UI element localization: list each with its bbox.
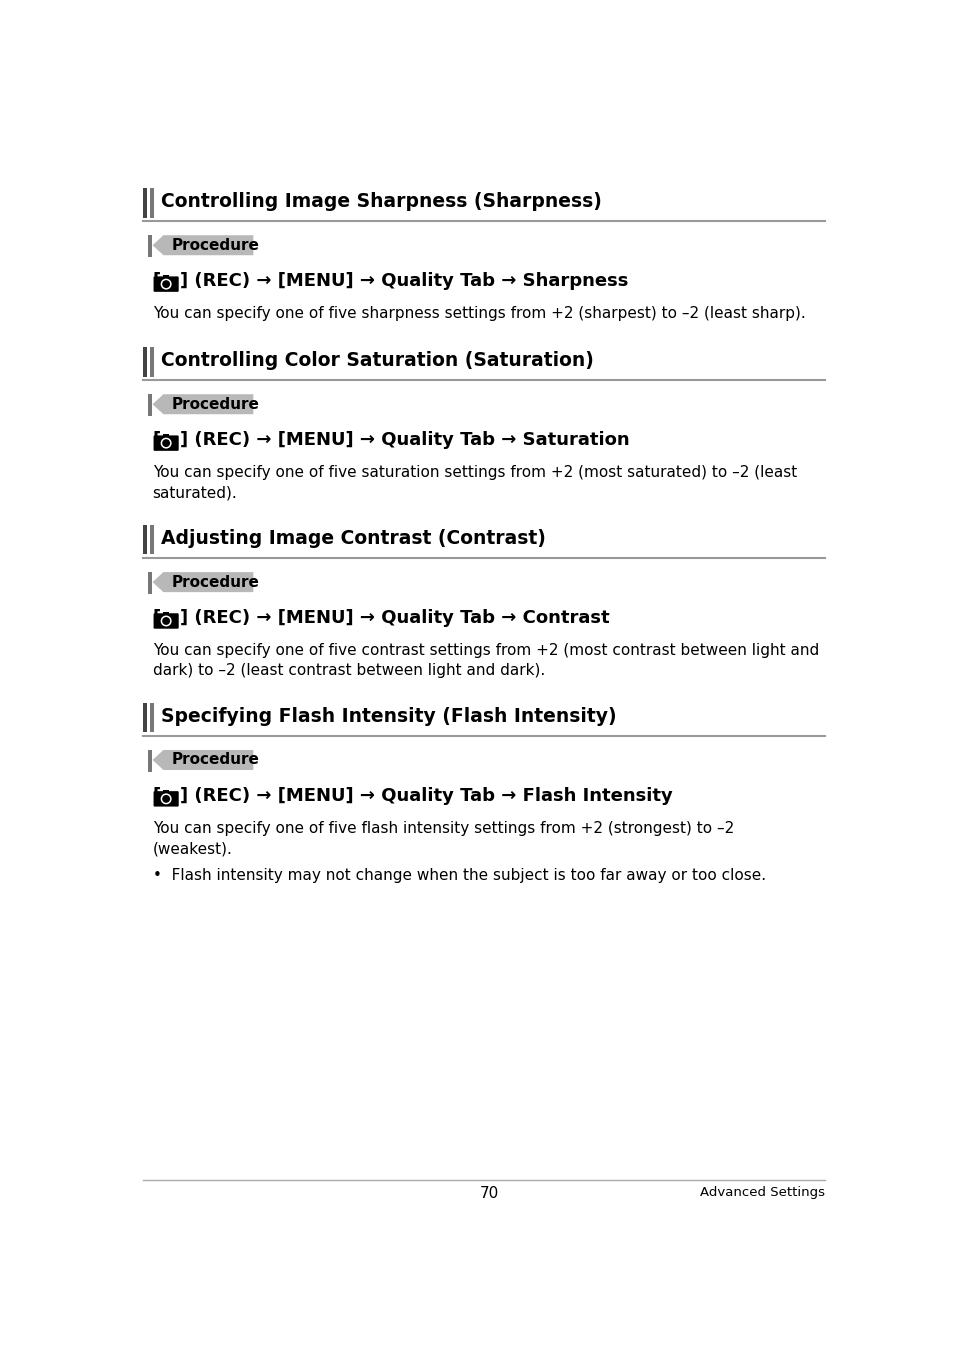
Bar — [142, 703, 147, 733]
Text: Procedure: Procedure — [171, 574, 259, 589]
Circle shape — [161, 438, 171, 448]
FancyBboxPatch shape — [153, 613, 178, 628]
Bar — [150, 347, 154, 376]
Text: ] (REC) → [MENU] → Quality Tab → Saturation: ] (REC) → [MENU] → Quality Tab → Saturat… — [180, 432, 629, 449]
Text: ] (REC) → [MENU] → Quality Tab → Sharpness: ] (REC) → [MENU] → Quality Tab → Sharpne… — [180, 273, 628, 290]
Text: [: [ — [152, 273, 160, 290]
Polygon shape — [152, 235, 253, 255]
FancyBboxPatch shape — [153, 791, 178, 806]
Bar — [150, 525, 154, 555]
Text: Procedure: Procedure — [171, 753, 259, 768]
Polygon shape — [152, 573, 253, 592]
Circle shape — [161, 794, 171, 803]
FancyBboxPatch shape — [153, 277, 178, 292]
Bar — [163, 275, 170, 278]
Bar — [148, 235, 152, 256]
Circle shape — [163, 795, 170, 802]
Text: •  Flash intensity may not change when the subject is too far away or too close.: • Flash intensity may not change when th… — [152, 867, 765, 883]
Bar — [142, 347, 147, 376]
Text: Specifying Flash Intensity (Flash Intensity): Specifying Flash Intensity (Flash Intens… — [161, 707, 616, 726]
Text: Procedure: Procedure — [171, 396, 259, 411]
Text: You can specify one of five flash intensity settings from +2 (strongest) to –2
(: You can specify one of five flash intens… — [152, 821, 733, 856]
Polygon shape — [152, 395, 253, 414]
Text: You can specify one of five saturation settings from +2 (most saturated) to –2 (: You can specify one of five saturation s… — [152, 465, 796, 501]
Bar — [142, 525, 147, 555]
Bar — [150, 189, 154, 217]
Circle shape — [163, 617, 170, 624]
Text: [: [ — [152, 609, 160, 627]
Bar — [163, 612, 170, 615]
Text: Controlling Image Sharpness (Sharpness): Controlling Image Sharpness (Sharpness) — [161, 193, 601, 212]
Text: [: [ — [152, 432, 160, 449]
Bar — [163, 790, 170, 792]
Text: Procedure: Procedure — [171, 237, 259, 252]
Circle shape — [161, 280, 171, 289]
Bar — [148, 571, 152, 593]
FancyBboxPatch shape — [153, 436, 178, 451]
Text: You can specify one of five contrast settings from +2 (most contrast between lig: You can specify one of five contrast set… — [152, 643, 818, 678]
Text: [: [ — [152, 787, 160, 805]
Bar — [142, 189, 147, 217]
Text: Adjusting Image Contrast (Contrast): Adjusting Image Contrast (Contrast) — [161, 529, 545, 548]
Text: Advanced Settings: Advanced Settings — [699, 1186, 823, 1200]
Bar — [148, 394, 152, 415]
Bar — [163, 434, 170, 437]
Bar — [150, 703, 154, 733]
Text: Controlling Color Saturation (Saturation): Controlling Color Saturation (Saturation… — [161, 351, 594, 370]
Circle shape — [163, 440, 170, 446]
Text: ] (REC) → [MENU] → Quality Tab → Flash Intensity: ] (REC) → [MENU] → Quality Tab → Flash I… — [180, 787, 672, 805]
Text: 70: 70 — [478, 1186, 498, 1201]
Circle shape — [163, 281, 170, 288]
Polygon shape — [152, 750, 253, 769]
Text: ] (REC) → [MENU] → Quality Tab → Contrast: ] (REC) → [MENU] → Quality Tab → Contras… — [180, 609, 609, 627]
Bar — [148, 749, 152, 772]
Circle shape — [161, 616, 171, 626]
Text: You can specify one of five sharpness settings from +2 (sharpest) to –2 (least s: You can specify one of five sharpness se… — [152, 307, 804, 322]
